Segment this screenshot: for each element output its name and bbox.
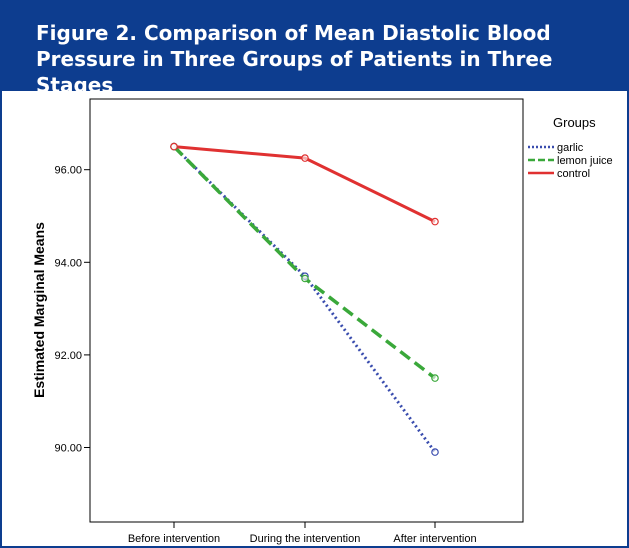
- series-layer: [170, 142, 439, 456]
- y-axis-label: Estimated Marginal Means: [31, 222, 47, 398]
- data-point-control-0: [170, 142, 178, 151]
- plot-area: [89, 98, 524, 523]
- figure-title: Figure 2. Comparison of Mean Diastolic B…: [36, 21, 553, 97]
- legend-label-garlic: garlic: [557, 142, 584, 154]
- x-tick-label-0: Before intervention: [128, 533, 220, 545]
- data-point-lemon-juice-1: [301, 274, 309, 283]
- y-tick-label-3: 96.00: [54, 165, 82, 177]
- y-tick-label-2: 94.00: [54, 257, 82, 269]
- x-tick-label-2: After intervention: [393, 533, 476, 545]
- data-point-lemon-juice-2: [431, 374, 439, 382]
- axes: 90.00 92.00 94.00 96.00 Before intervention D…: [54, 165, 476, 545]
- x-tick-label-1: During the intervention: [250, 533, 361, 545]
- figure-header: Figure 2. Comparison of Mean Diastolic B…: [2, 2, 627, 97]
- legend-label-lemon-juice: lemon juice: [557, 155, 613, 167]
- legend-title: Groups: [553, 115, 596, 130]
- legend-label-control: control: [557, 168, 590, 180]
- data-point-garlic-2: [431, 448, 439, 456]
- line-chart: Estimated Marginal Means 90.00 92.00 94.00…: [31, 98, 613, 545]
- data-point-control-2: [431, 217, 439, 226]
- y-tick-label-1: 92.00: [54, 350, 82, 362]
- y-tick-label-0: 90.00: [54, 443, 82, 455]
- data-point-control-1: [301, 154, 309, 162]
